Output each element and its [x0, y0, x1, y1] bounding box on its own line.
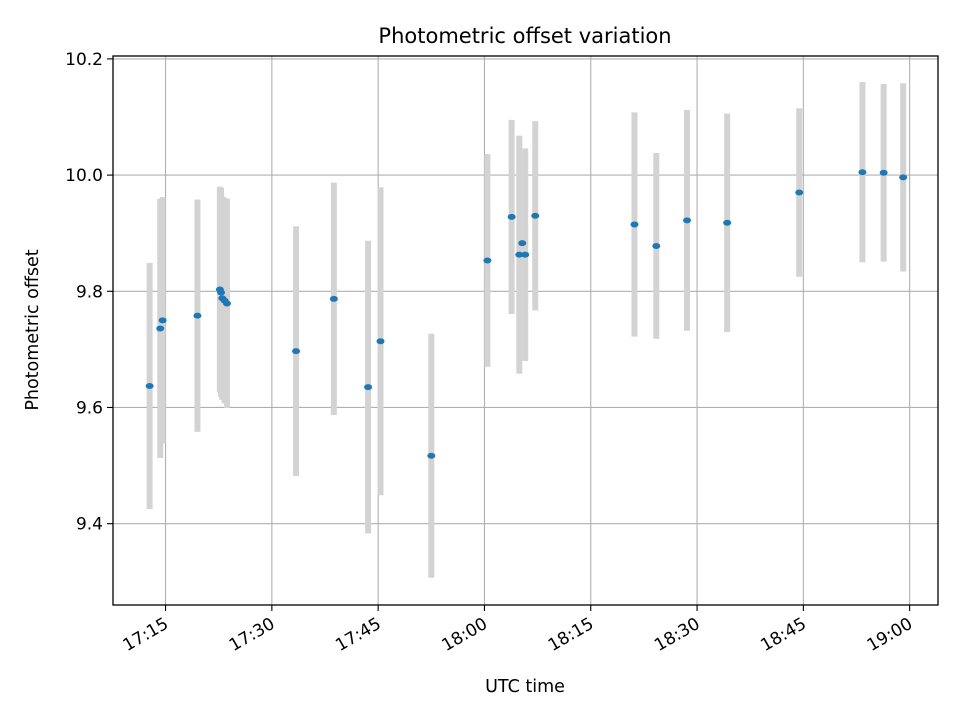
- data-point: [899, 174, 908, 181]
- x-tick-label: 18:00: [439, 614, 491, 656]
- data-point: [217, 289, 226, 296]
- y-axis: 9.4 9.6 9.8 10.0 10.2: [65, 50, 113, 535]
- data-point: [531, 212, 540, 219]
- y-tick-label: 9.4: [76, 515, 103, 535]
- data-point: [222, 300, 231, 307]
- chart-title: Photometric offset variation: [378, 24, 671, 48]
- data-point: [515, 251, 524, 258]
- data-point: [292, 348, 301, 355]
- data-point: [723, 219, 732, 226]
- y-axis-label: Photometric offset: [23, 249, 43, 410]
- data-point: [158, 317, 167, 324]
- x-tick-label: 18:15: [545, 614, 597, 656]
- data-point: [427, 452, 436, 459]
- y-tick-label: 9.8: [76, 282, 103, 302]
- data-point: [795, 189, 804, 196]
- plot-frame: [112, 55, 939, 606]
- x-tick-label: 17:15: [120, 614, 172, 656]
- data-point: [879, 169, 888, 176]
- x-axis: 17:15 17:30 17:45 18:00 18:15 18:30 18:45 19:00: [120, 605, 916, 656]
- data-point: [483, 257, 492, 264]
- x-tick-label: 18:45: [757, 614, 809, 656]
- y-tick-label: 10.0: [65, 166, 103, 186]
- data-point: [683, 217, 692, 224]
- data-point: [518, 240, 527, 247]
- data-point: [652, 242, 661, 249]
- data-point: [193, 312, 202, 319]
- x-tick-label: 17:45: [332, 614, 384, 656]
- data-markers: [145, 169, 908, 459]
- x-tick-label: 19:00: [864, 614, 916, 656]
- x-axis-label: UTC time: [485, 677, 565, 697]
- data-point: [364, 384, 373, 391]
- data-point: [630, 221, 639, 228]
- data-point: [156, 325, 165, 332]
- data-point: [858, 169, 867, 176]
- data-point: [521, 251, 530, 258]
- data-point: [376, 338, 385, 345]
- data-point: [507, 213, 516, 220]
- y-tick-label: 10.2: [65, 50, 103, 70]
- data-point: [145, 382, 154, 389]
- x-tick-label: 17:30: [226, 614, 278, 656]
- y-tick-label: 9.6: [76, 398, 103, 418]
- data-point: [329, 295, 338, 302]
- x-tick-label: 18:30: [651, 614, 703, 656]
